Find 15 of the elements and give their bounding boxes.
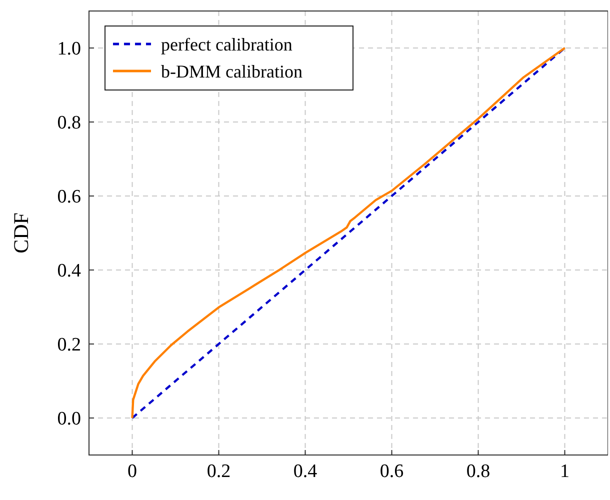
y-tick-label: 0.4 [57, 260, 82, 282]
legend-label: b-DMM calibration [161, 61, 302, 82]
x-tick-label: 0.8 [466, 461, 490, 482]
y-tick-label: 0.2 [57, 334, 81, 356]
x-tick-label: 0.6 [380, 461, 404, 482]
x-tick-label: 1 [560, 461, 570, 482]
x-tick-label: 0.2 [206, 461, 231, 482]
y-tick-label: 1.0 [57, 38, 81, 60]
x-tick-label: 0.4 [293, 461, 318, 482]
x-tick-label: 0 [128, 461, 137, 482]
y-tick-label: 0.6 [57, 186, 81, 208]
y-tick-label: 0.0 [57, 408, 81, 430]
y-axis-title: CDF [9, 212, 33, 254]
y-tick-label: 0.8 [57, 112, 81, 134]
legend-label: perfect calibration [161, 34, 292, 54]
